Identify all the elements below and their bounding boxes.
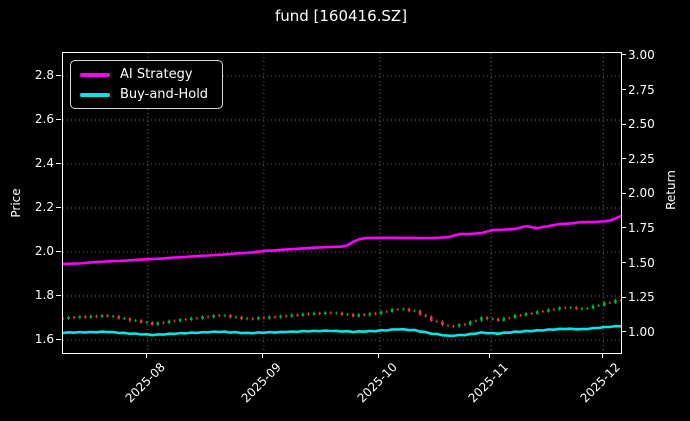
return-tick-label: 1.50 [628, 255, 655, 270]
date-tick-label: 2025-08 [122, 360, 168, 406]
price-tick-label: 2.2 [34, 200, 54, 214]
price-axis-tick [56, 338, 61, 340]
price-tick-label: 1.6 [34, 332, 54, 346]
date-axis-tick [489, 353, 491, 358]
candlesticks [63, 298, 621, 328]
return-tick-label: 1.00 [628, 324, 655, 339]
date-tick-label: 2025-10 [354, 360, 400, 406]
plot-canvas [63, 53, 621, 353]
return-axis-tick [621, 331, 626, 333]
return-tick-label: 2.00 [628, 186, 655, 201]
return-axis-tick [621, 54, 626, 56]
price-tick-label: 2.6 [34, 112, 54, 126]
price-tick-label: 2.0 [34, 244, 54, 258]
return-tick-label: 1.25 [628, 290, 655, 305]
buy-and-hold-line-swatch [80, 92, 110, 97]
legend-item-ai-strategy: AI Strategy [80, 67, 208, 82]
date-axis-tick [146, 353, 148, 358]
return-axis-tick [621, 158, 626, 160]
legend: AI Strategy Buy-and-Hold [70, 60, 224, 109]
chart-title: fund [160416.SZ] [274, 7, 408, 25]
ai-strategy-line-swatch [80, 72, 110, 77]
return-tick-label: 1.75 [628, 220, 655, 235]
price-tick-label: 2.8 [34, 68, 54, 82]
return-axis-tick [621, 123, 626, 125]
return-axis-tick [621, 192, 626, 194]
price-tick-label: 1.8 [34, 288, 54, 302]
return-axis-tick [621, 89, 626, 90]
legend-item-buy-and-hold: Buy-and-Hold [80, 87, 208, 102]
date-tick-label: 2025-12 [577, 360, 624, 406]
legend-label: Buy-and-Hold [120, 87, 209, 102]
date-axis-tick [262, 353, 264, 358]
return-axis-label: Return [664, 170, 678, 210]
return-axis-tick [621, 227, 626, 229]
date-axis-tick [378, 353, 380, 358]
ai-strategy-line [63, 214, 621, 266]
price-axis-tick [56, 162, 61, 164]
price-axis-tick [56, 118, 61, 120]
buy-and-hold-line [63, 324, 621, 338]
price-axis-tick [56, 206, 61, 208]
legend-label: AI Strategy [120, 67, 193, 82]
return-tick-label: 2.25 [628, 151, 655, 166]
return-axis-tick [621, 296, 626, 298]
date-tick-label: 2025-09 [238, 360, 284, 406]
return-tick-label: 2.75 [628, 82, 655, 97]
price-axis-tick [56, 74, 61, 76]
price-tick-label: 2.4 [34, 156, 54, 170]
date-tick-label: 2025-11 [465, 360, 511, 406]
return-tick-label: 3.00 [628, 47, 655, 62]
return-tick-label: 2.50 [628, 117, 655, 132]
price-axis-tick [56, 294, 61, 296]
plot-area: AI Strategy Buy-and-Hold [62, 52, 622, 354]
date-axis-tick [601, 353, 603, 358]
price-axis-tick [56, 250, 61, 252]
return-axis-tick [621, 262, 626, 263]
